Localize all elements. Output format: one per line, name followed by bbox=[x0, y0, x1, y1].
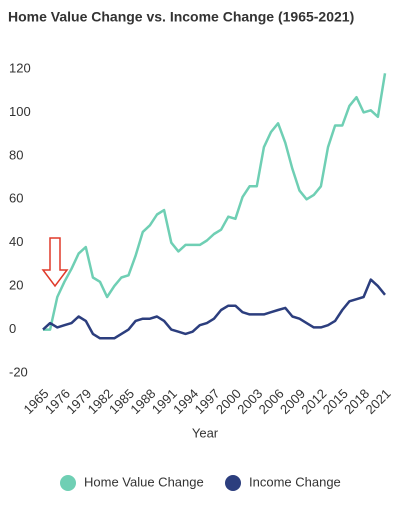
y-tick-label: 80 bbox=[9, 147, 23, 162]
series-line bbox=[42, 278, 386, 340]
y-tick-label: 60 bbox=[9, 191, 23, 206]
x-axis-label: Year bbox=[192, 425, 219, 440]
annotation-arrow bbox=[41, 237, 69, 288]
y-tick-label: 20 bbox=[9, 278, 23, 293]
legend-swatch bbox=[225, 475, 241, 491]
series-line bbox=[43, 73, 387, 331]
y-tick-label: -20 bbox=[9, 364, 28, 379]
y-tick-label: 100 bbox=[9, 104, 31, 119]
legend-label: Income Change bbox=[249, 474, 341, 489]
legend-label: Home Value Change bbox=[84, 474, 204, 489]
x-tick-label: 2021 bbox=[362, 386, 393, 417]
chart-title: Home Value Change vs. Income Change (196… bbox=[8, 9, 354, 25]
y-tick-label: 0 bbox=[9, 321, 16, 336]
legend-swatch bbox=[60, 475, 76, 491]
y-tick-label: 40 bbox=[9, 234, 23, 249]
y-tick-label: 120 bbox=[9, 60, 31, 75]
